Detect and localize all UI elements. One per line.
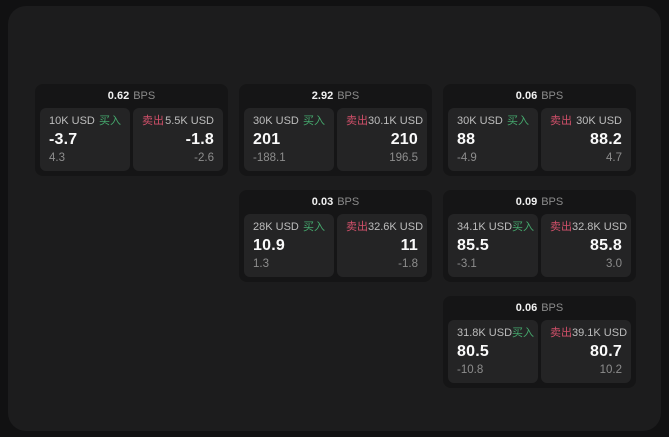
buy-notional: 31.8K USD xyxy=(457,327,513,339)
bps-header: 0.62 BPS xyxy=(35,84,228,108)
quote-card-3[interactable]: 0.06 BPS 30K USD 买入 88 -4.9 卖出 30K USD xyxy=(443,84,636,176)
buy-change: -3.1 xyxy=(457,258,477,270)
buy-notional: 10K USD xyxy=(49,115,95,127)
bps-header: 2.92 BPS xyxy=(239,84,432,108)
bps-unit-label: BPS xyxy=(133,90,156,102)
buy-price: 88 xyxy=(457,131,476,148)
quote-card-grid: 0.62 BPS 10K USD 买入 -3.7 4.3 卖出 5.5K USD xyxy=(35,84,636,388)
buy-tag: 买入 xyxy=(507,115,529,127)
sell-price: -1.8 xyxy=(185,131,214,148)
buy-quote-panel[interactable]: 30K USD 买入 88 -4.9 xyxy=(448,108,538,171)
buy-change: -4.9 xyxy=(457,152,477,164)
quote-card-1[interactable]: 0.62 BPS 10K USD 买入 -3.7 4.3 卖出 5.5K USD xyxy=(35,84,228,176)
sell-tag: 卖出 xyxy=(550,221,572,233)
bps-value: 0.06 xyxy=(515,302,538,314)
quote-card-5[interactable]: 0.09 BPS 34.1K USD 买入 85.5 -3.1 卖出 32.8K… xyxy=(443,190,636,282)
buy-change: -188.1 xyxy=(253,152,286,164)
sell-quote-panel[interactable]: 卖出 32.6K USD 11 -1.8 xyxy=(337,214,427,277)
sell-change: 4.7 xyxy=(606,152,622,164)
buy-price: 10.9 xyxy=(253,237,285,254)
sell-change: -1.8 xyxy=(398,258,418,270)
buy-quote-panel[interactable]: 34.1K USD 买入 85.5 -3.1 xyxy=(448,214,538,277)
sell-quote-panel[interactable]: 卖出 5.5K USD -1.8 -2.6 xyxy=(133,108,223,171)
buy-quote-panel[interactable]: 28K USD 买入 10.9 1.3 xyxy=(244,214,334,277)
bps-unit-label: BPS xyxy=(337,196,360,208)
quote-card-6[interactable]: 0.06 BPS 31.8K USD 买入 80.5 -10.8 卖出 39.1… xyxy=(443,296,636,388)
buy-quote-panel[interactable]: 30K USD 买入 201 -188.1 xyxy=(244,108,334,171)
sell-tag: 卖出 xyxy=(550,327,572,339)
bps-unit-label: BPS xyxy=(337,90,360,102)
buy-change: -10.8 xyxy=(457,364,484,376)
sell-change: 196.5 xyxy=(389,152,418,164)
buy-price: 85.5 xyxy=(457,237,489,254)
quote-card-2[interactable]: 2.92 BPS 30K USD 买入 201 -188.1 卖出 30.1K … xyxy=(239,84,432,176)
buy-quote-panel[interactable]: 31.8K USD 买入 80.5 -10.8 xyxy=(448,320,538,383)
sell-tag: 卖出 xyxy=(550,115,572,127)
buy-tag: 买入 xyxy=(99,115,121,127)
sell-notional: 32.6K USD xyxy=(368,221,424,233)
bps-value: 0.06 xyxy=(515,90,538,102)
sell-quote-panel[interactable]: 卖出 39.1K USD 80.7 10.2 xyxy=(541,320,631,383)
buy-tag: 买入 xyxy=(512,221,535,233)
buy-notional: 28K USD xyxy=(253,221,299,233)
buy-notional: 34.1K USD xyxy=(457,221,513,233)
bps-header: 0.03 BPS xyxy=(239,190,432,214)
sell-price: 88.2 xyxy=(590,131,622,148)
bps-header: 0.06 BPS xyxy=(443,296,636,320)
sell-price: 210 xyxy=(390,131,418,148)
buy-notional: 30K USD xyxy=(253,115,299,127)
bps-header: 0.06 BPS xyxy=(443,84,636,108)
sell-change: -2.6 xyxy=(194,152,214,164)
sell-quote-panel[interactable]: 卖出 32.8K USD 85.8 3.0 xyxy=(541,214,631,277)
quote-board-panel: 0.62 BPS 10K USD 买入 -3.7 4.3 卖出 5.5K USD xyxy=(8,6,661,431)
buy-price: -3.7 xyxy=(49,131,78,148)
buy-quote-panel[interactable]: 10K USD 买入 -3.7 4.3 xyxy=(40,108,130,171)
sell-change: 10.2 xyxy=(599,364,622,376)
sell-notional: 30.1K USD xyxy=(368,115,424,127)
sell-notional: 30K USD xyxy=(576,115,622,127)
sell-price: 80.7 xyxy=(590,343,622,360)
bps-value: 0.62 xyxy=(107,90,130,102)
bps-header: 0.09 BPS xyxy=(443,190,636,214)
bps-unit-label: BPS xyxy=(541,90,564,102)
bps-value: 0.09 xyxy=(515,196,538,208)
sell-tag: 卖出 xyxy=(346,115,368,127)
buy-tag: 买入 xyxy=(303,221,325,233)
sell-price: 11 xyxy=(400,237,418,254)
sell-tag: 卖出 xyxy=(142,115,164,127)
sell-quote-panel[interactable]: 卖出 30K USD 88.2 4.7 xyxy=(541,108,631,171)
buy-tag: 买入 xyxy=(303,115,325,127)
buy-price: 80.5 xyxy=(457,343,489,360)
buy-change: 4.3 xyxy=(49,152,65,164)
sell-tag: 卖出 xyxy=(346,221,368,233)
sell-quote-panel[interactable]: 卖出 30.1K USD 210 196.5 xyxy=(337,108,427,171)
sell-notional: 39.1K USD xyxy=(572,327,628,339)
bps-unit-label: BPS xyxy=(541,302,564,314)
bps-unit-label: BPS xyxy=(541,196,564,208)
quote-card-4[interactable]: 0.03 BPS 28K USD 买入 10.9 1.3 卖出 32.6K US… xyxy=(239,190,432,282)
buy-price: 201 xyxy=(253,131,281,148)
sell-notional: 5.5K USD xyxy=(165,115,214,127)
sell-notional: 32.8K USD xyxy=(572,221,628,233)
sell-change: 3.0 xyxy=(606,258,622,270)
bps-value: 0.03 xyxy=(311,196,334,208)
bps-value: 2.92 xyxy=(311,90,334,102)
buy-change: 1.3 xyxy=(253,258,269,270)
buy-notional: 30K USD xyxy=(457,115,503,127)
sell-price: 85.8 xyxy=(590,237,622,254)
buy-tag: 买入 xyxy=(512,327,535,339)
